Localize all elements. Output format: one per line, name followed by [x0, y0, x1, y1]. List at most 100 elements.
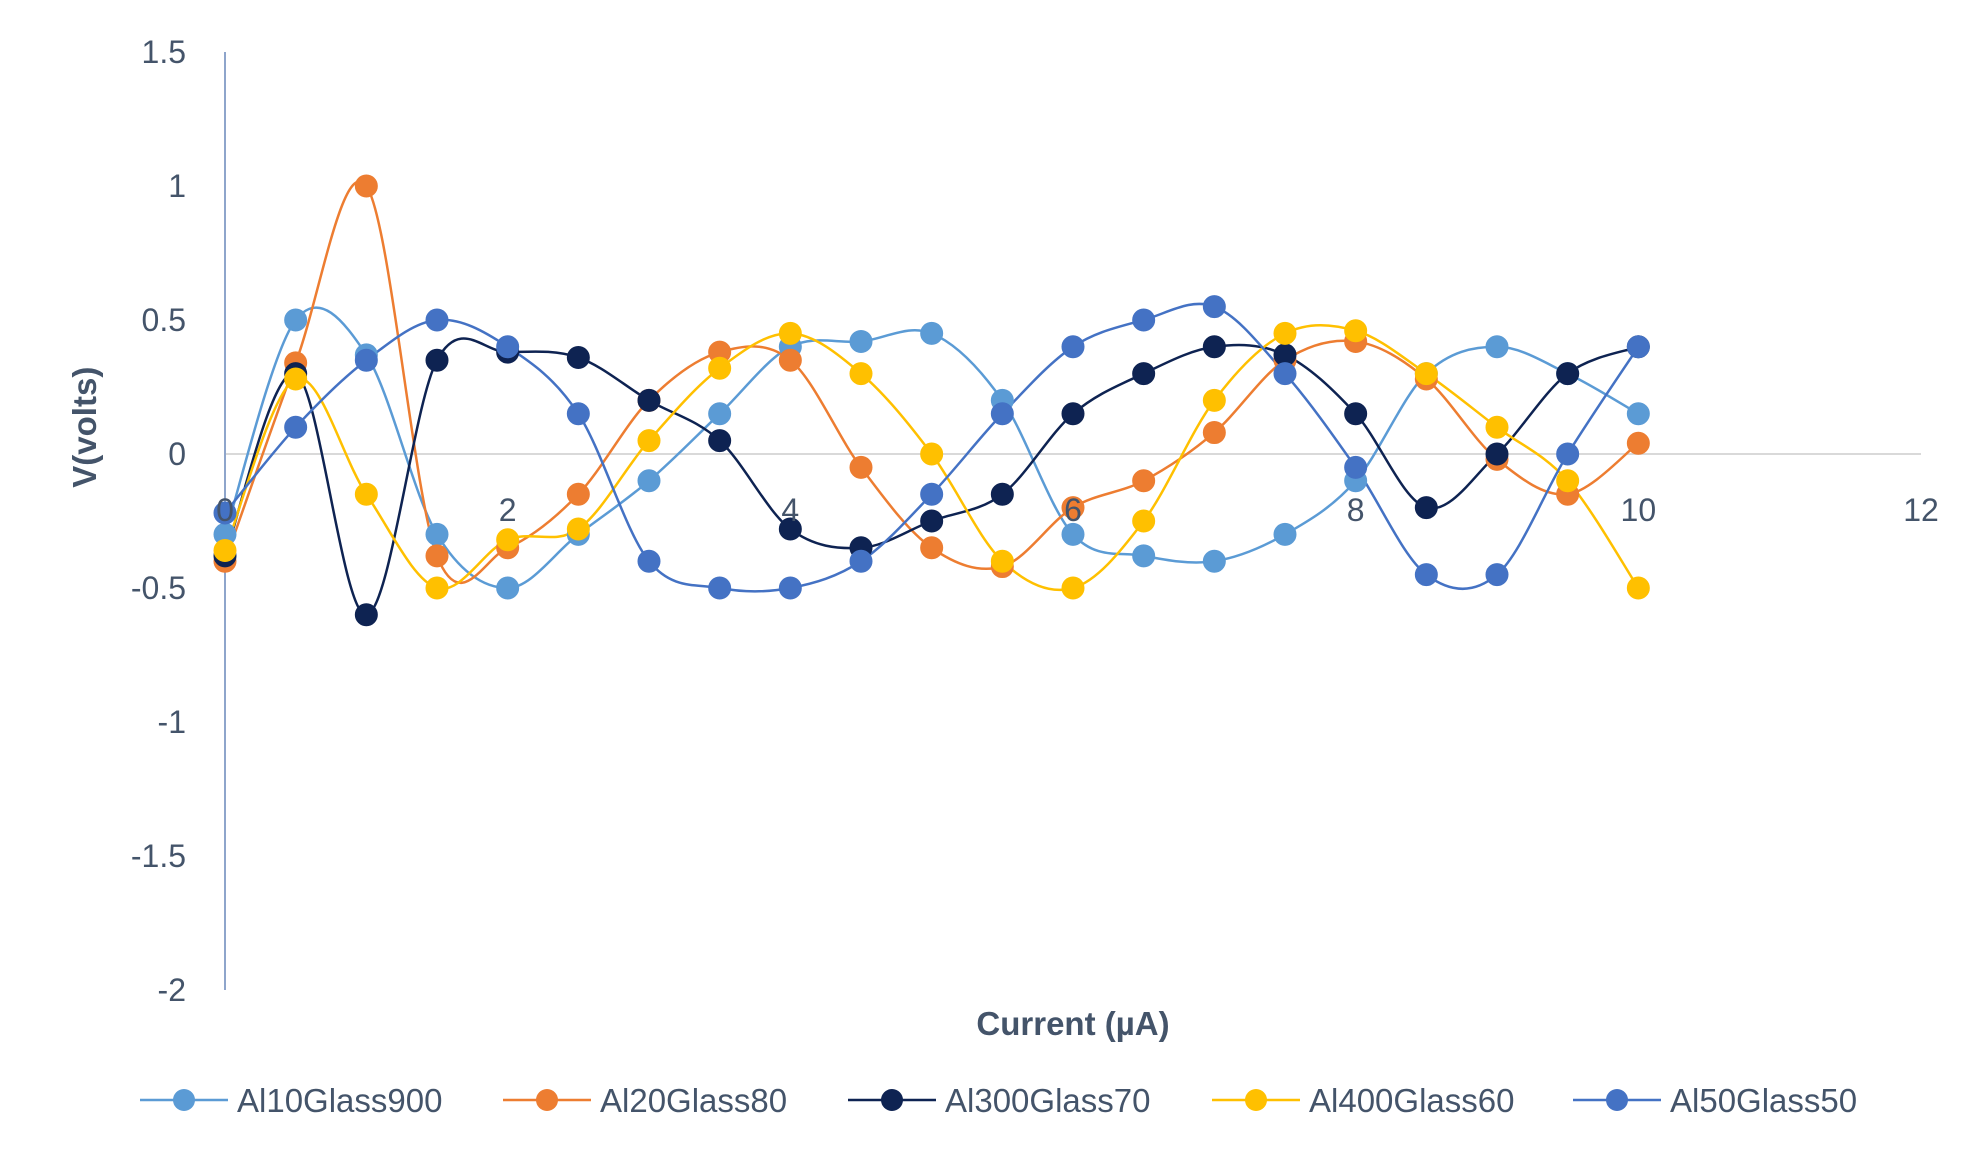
data-point	[425, 576, 449, 600]
series-line	[223, 306, 1639, 590]
data-point	[920, 321, 944, 345]
series-points	[213, 174, 1650, 627]
y-axis-title: V(volts)	[66, 367, 103, 488]
data-point	[566, 402, 590, 426]
series-line	[223, 337, 1639, 617]
legend-label: Al20Glass80	[600, 1082, 787, 1119]
legend-label: Al10Glass900	[237, 1082, 442, 1119]
legend-item: Al20Glass80	[503, 1082, 787, 1119]
legend-marker	[1606, 1089, 1628, 1111]
data-point	[1202, 388, 1226, 412]
data-point	[1061, 335, 1085, 359]
data-point	[1414, 362, 1438, 386]
data-point	[990, 549, 1014, 573]
data-point	[637, 549, 661, 573]
y-tick-label: -1.5	[131, 838, 186, 874]
x-tick-label: 2	[499, 492, 517, 528]
data-point	[920, 536, 944, 560]
data-point	[849, 329, 873, 353]
data-point	[1202, 549, 1226, 573]
legend-label: Al50Glass50	[1670, 1082, 1857, 1119]
data-point	[1061, 496, 1085, 520]
x-tick-label: 6	[1064, 492, 1082, 528]
legend-label: Al300Glass70	[945, 1082, 1150, 1119]
data-point	[1273, 522, 1297, 546]
data-point	[1132, 469, 1156, 493]
data-point	[284, 415, 308, 439]
data-point	[1556, 362, 1580, 386]
data-point	[708, 429, 732, 453]
y-tick-label: -2	[158, 972, 186, 1008]
data-point	[284, 367, 308, 391]
data-point	[1132, 544, 1156, 568]
data-point	[1202, 335, 1226, 359]
legend-marker	[536, 1089, 558, 1111]
data-point	[496, 335, 520, 359]
data-point	[1626, 431, 1650, 455]
data-point	[920, 509, 944, 533]
data-point	[425, 544, 449, 568]
y-tick-label: 1.5	[142, 34, 186, 70]
x-tick-label: 4	[781, 492, 799, 528]
data-point	[1344, 402, 1368, 426]
data-point	[637, 388, 661, 412]
data-point	[425, 308, 449, 332]
data-point	[1132, 362, 1156, 386]
legend-item: Al10Glass900	[140, 1082, 442, 1119]
x-tick-labels: 0 2 4 6 8 10 12	[216, 492, 1939, 528]
x-tick-label: 0	[216, 492, 234, 528]
legend-marker	[173, 1089, 195, 1111]
data-point	[778, 321, 802, 345]
data-point	[1061, 522, 1085, 546]
data-point	[1414, 496, 1438, 520]
data-point	[990, 402, 1014, 426]
data-point	[284, 308, 308, 332]
data-point	[778, 517, 802, 541]
legend-item: Al50Glass50	[1573, 1082, 1857, 1119]
data-point	[1273, 362, 1297, 386]
x-tick-label: 12	[1903, 492, 1939, 528]
data-point	[354, 482, 378, 506]
data-point	[566, 482, 590, 506]
data-point	[990, 482, 1014, 506]
data-point	[920, 482, 944, 506]
y-tick-label: -1	[158, 704, 186, 740]
data-point	[778, 576, 802, 600]
data-point	[1485, 442, 1509, 466]
data-point	[1556, 469, 1580, 493]
data-point	[354, 603, 378, 627]
data-point	[1556, 442, 1580, 466]
data-point	[1485, 563, 1509, 587]
y-tick-labels: 1.5 1 0.5 0 -0.5 -1 -1.5 -2	[131, 34, 186, 1008]
data-point	[1132, 308, 1156, 332]
legend-marker	[881, 1089, 903, 1111]
y-tick-label: -0.5	[131, 570, 186, 606]
data-point	[920, 442, 944, 466]
data-point	[566, 517, 590, 541]
legend: Al10Glass900 Al20Glass80 Al300Glass70 Al400…	[140, 1082, 1857, 1119]
data-point	[849, 455, 873, 479]
data-point	[566, 346, 590, 370]
data-point	[1626, 576, 1650, 600]
data-point	[1061, 576, 1085, 600]
data-point	[354, 174, 378, 198]
data-point	[1202, 295, 1226, 319]
legend-marker	[1245, 1089, 1267, 1111]
x-tick-label: 8	[1347, 492, 1365, 528]
data-point	[1061, 402, 1085, 426]
legend-item: Al300Glass70	[848, 1082, 1150, 1119]
legend-label: Al400Glass60	[1309, 1082, 1514, 1119]
data-point	[1273, 321, 1297, 345]
data-point	[213, 501, 237, 525]
data-point	[1485, 415, 1509, 439]
data-point	[425, 522, 449, 546]
x-tick-label: 10	[1621, 492, 1657, 528]
data-point	[496, 528, 520, 552]
data-point	[1626, 402, 1650, 426]
data-point	[708, 402, 732, 426]
y-tick-label: 0	[168, 436, 186, 472]
legend-item: Al400Glass60	[1212, 1082, 1514, 1119]
y-tick-label: 1	[168, 168, 186, 204]
data-point	[1132, 509, 1156, 533]
